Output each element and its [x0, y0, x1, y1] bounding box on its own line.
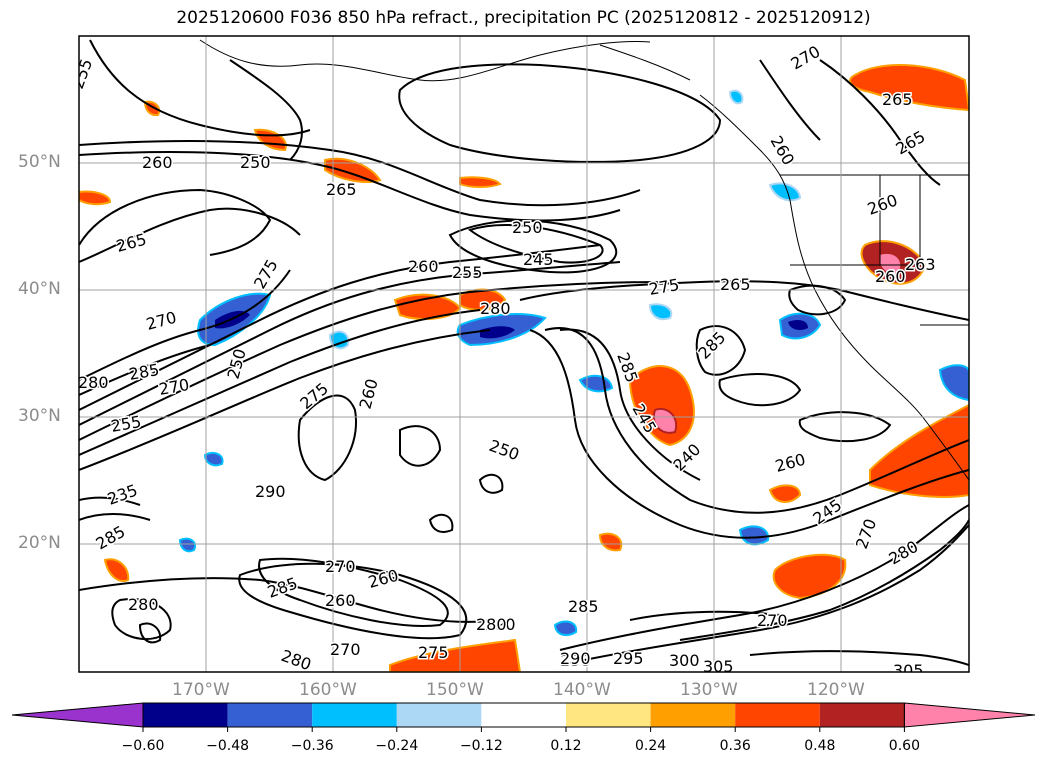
colorbar-tick-label: −0.36	[290, 738, 334, 754]
lat-label-50n: 50°N	[18, 152, 61, 172]
colorbar-segment	[481, 703, 566, 727]
contour-label: 280	[78, 373, 109, 392]
contour-label: 290	[560, 649, 591, 668]
contour-label: 263	[905, 255, 936, 274]
colorbar-segment	[819, 703, 905, 727]
colorbar-segment	[227, 703, 313, 727]
contour-label: 260	[142, 153, 173, 172]
precip-shading	[79, 63, 969, 672]
contour-label: 260	[408, 257, 439, 276]
contour-label: 260	[325, 591, 356, 610]
lat-label-20n: 20°N	[18, 533, 61, 553]
contour-label: 295	[613, 649, 644, 668]
map-frame	[78, 35, 970, 673]
colorbar-segment	[566, 703, 651, 727]
lon-label-130w: 130°W	[680, 680, 738, 700]
lon-label-160w: 160°W	[299, 680, 357, 700]
colorbar-tick-label: 0.24	[635, 738, 667, 754]
contour-label: 285	[568, 597, 599, 616]
colorbar-segment	[735, 703, 820, 727]
contour-label: 305	[703, 657, 734, 676]
lat-label-30n: 30°N	[18, 406, 61, 426]
colorbar-tick-label: 0.60	[888, 738, 920, 754]
lon-label-120w: 120°W	[807, 680, 865, 700]
lat-label-40n: 40°N	[18, 279, 61, 299]
contour-label: 280	[128, 595, 159, 614]
colorbar-tick-label: −0.24	[375, 738, 419, 754]
colorbar-extend-high	[903, 702, 1036, 728]
colorbar-tick-label: −0.48	[206, 738, 250, 754]
lon-label-150w: 150°W	[426, 680, 484, 700]
contour-label: 265	[326, 180, 357, 199]
contour-label: 265	[882, 90, 913, 109]
colorbar-tick-label: 0.36	[719, 738, 751, 754]
colorbar-segment	[396, 703, 482, 727]
colorbar-extend-low	[11, 702, 144, 728]
lon-label-140w: 140°W	[553, 680, 611, 700]
lon-label-170w: 170°W	[172, 680, 230, 700]
contour-label: 245	[523, 250, 554, 269]
contour-label: 290	[560, 651, 591, 670]
contour-label: 250	[240, 153, 271, 172]
colorbar-tick-label: −0.12	[459, 738, 503, 754]
contour-label: 270	[325, 557, 356, 576]
contour-label: 280	[476, 615, 507, 634]
contour-label: 265	[720, 275, 751, 294]
contour-label: 290	[255, 482, 286, 501]
contour-label: 250	[512, 218, 543, 237]
contour-label: 275	[418, 643, 449, 662]
contour-label: 305	[893, 661, 924, 680]
contour-label: 290	[485, 615, 516, 634]
contour-label: 270	[757, 611, 788, 630]
colorbar-segment	[143, 703, 228, 727]
colorbar-outline	[142, 702, 905, 728]
contour-label: 270	[330, 640, 361, 659]
contour-label: 260	[875, 267, 906, 286]
colorbar-tick-label: −0.60	[121, 738, 165, 754]
contour-label: 300	[669, 651, 700, 670]
colorbar-segment	[312, 703, 397, 727]
refractivity-contours	[79, 39, 969, 666]
colorbar-segment	[650, 703, 736, 727]
chart-title: 2025120600 F036 850 hPa refract., precip…	[176, 8, 871, 28]
gridlines	[79, 36, 969, 672]
contour-label: 255	[452, 263, 483, 282]
contour-label: 280	[480, 299, 511, 318]
colorbar-tick-label: 0.12	[550, 738, 582, 754]
colorbar-tick-label: 0.48	[804, 738, 836, 754]
